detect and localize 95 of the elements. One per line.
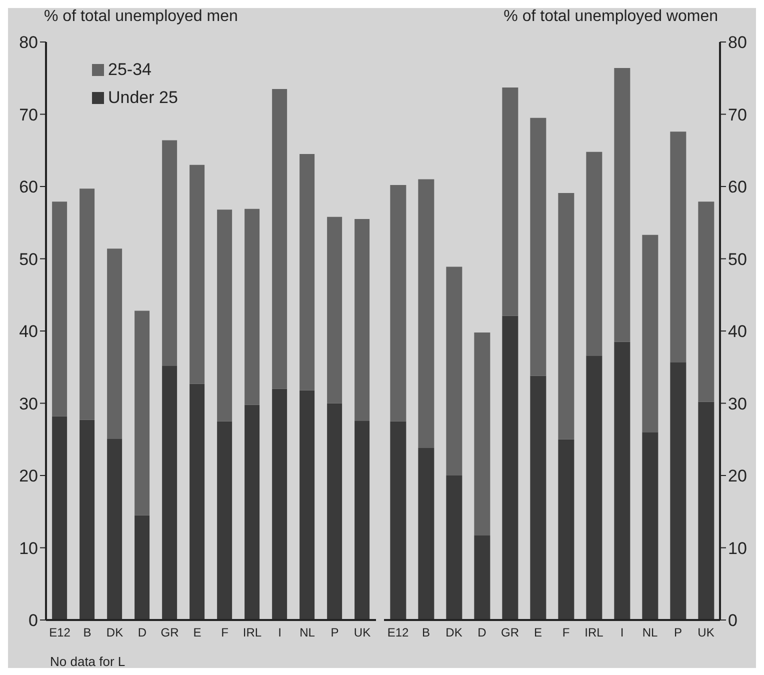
y-tick-label: 80 — [19, 33, 38, 52]
bar — [134, 515, 150, 620]
x-tick-label: IRL — [584, 626, 604, 640]
y-tick-label: 10 — [728, 538, 747, 558]
bar — [530, 118, 546, 376]
bar — [354, 420, 370, 620]
bar — [107, 248, 122, 439]
x-tick-label: E — [534, 626, 542, 640]
x-tick-label: E12 — [49, 626, 71, 640]
x-tick-label: NL — [642, 626, 658, 640]
bar — [272, 388, 288, 620]
text: No data for L — [49, 654, 126, 669]
bar — [586, 152, 602, 356]
bar — [558, 439, 574, 620]
bar — [418, 179, 434, 448]
y-tick-label: 80 — [728, 33, 747, 52]
bar — [670, 362, 686, 620]
x-tick-label: E12 — [387, 626, 409, 640]
bar — [300, 390, 315, 620]
x-tick-label: F — [221, 626, 228, 640]
y-tick-label: 60 — [19, 178, 38, 197]
y-tick-label: 70 — [19, 105, 38, 124]
x-tick-label: E — [193, 626, 202, 640]
x-tick-label: I — [278, 626, 282, 640]
bar — [390, 185, 406, 422]
bar — [52, 416, 68, 620]
bar — [474, 535, 490, 620]
bar — [244, 404, 260, 620]
bar — [80, 420, 95, 620]
bar — [446, 476, 462, 620]
y-tick-label: 50 — [19, 250, 38, 269]
bar — [327, 216, 342, 404]
bar — [474, 332, 490, 536]
bar — [244, 208, 260, 405]
bar — [502, 88, 518, 316]
y-tick-label: 70 — [728, 105, 747, 124]
y-tick-label: 10 — [19, 538, 38, 558]
bar — [446, 266, 462, 476]
bar — [162, 140, 178, 366]
bar — [272, 88, 288, 389]
bar — [107, 438, 122, 620]
legend-label: 25-34 — [107, 60, 152, 80]
x-tick-label: B — [83, 626, 92, 640]
bar — [586, 356, 602, 620]
bar — [558, 193, 574, 440]
bar — [614, 68, 630, 342]
x-tick-label: F — [562, 626, 570, 640]
x-tick-label: D — [478, 626, 487, 640]
bar — [52, 202, 68, 416]
bar — [217, 421, 232, 620]
x-tick-label: DK — [446, 626, 462, 640]
bar — [418, 448, 434, 620]
y-tick-label: 30 — [19, 394, 38, 414]
y-tick-label: 40 — [19, 322, 38, 342]
bar — [162, 366, 178, 620]
x-tick-label: P — [674, 626, 682, 640]
y-tick-label: 50 — [728, 250, 747, 269]
x-tick-label: DK — [106, 626, 124, 640]
x-tick-label: I — [620, 626, 624, 640]
bar — [190, 384, 205, 620]
bar — [698, 402, 714, 620]
bar — [300, 154, 315, 390]
bar — [217, 210, 232, 422]
bar — [502, 316, 518, 620]
bar — [390, 421, 406, 620]
bar — [670, 132, 686, 362]
x-tick-label: GR — [501, 626, 520, 640]
y-tick-label: 60 — [728, 178, 747, 197]
x-tick-label: UK — [698, 626, 714, 640]
y-tick-label: 30 — [728, 394, 747, 414]
bar — [698, 202, 714, 402]
bar — [327, 403, 342, 620]
bar — [134, 310, 150, 516]
y-tick-label: 0 — [28, 611, 38, 630]
bar — [190, 164, 205, 384]
chart-title: % of total unemployed men — [43, 8, 239, 27]
y-tick-label: 20 — [728, 466, 747, 486]
y-tick-label: 20 — [19, 466, 38, 486]
x-tick-label: IRL — [242, 626, 262, 640]
legend-label: Under 25 — [107, 88, 178, 108]
x-tick-label: P — [330, 626, 339, 640]
y-tick-label: 0 — [728, 611, 738, 630]
y-tick-label: 40 — [728, 322, 747, 342]
bar — [614, 342, 630, 620]
bar — [80, 188, 95, 420]
x-tick-label: B — [422, 626, 430, 640]
bar — [642, 432, 658, 620]
x-tick-label: NL — [300, 626, 316, 640]
bar — [354, 219, 370, 421]
x-tick-label: D — [138, 626, 147, 640]
bar — [530, 376, 546, 620]
x-tick-label: UK — [354, 626, 371, 640]
x-tick-label: GR — [160, 626, 180, 640]
chart-title: % of total unemployed women — [502, 8, 719, 27]
bar — [642, 234, 658, 432]
